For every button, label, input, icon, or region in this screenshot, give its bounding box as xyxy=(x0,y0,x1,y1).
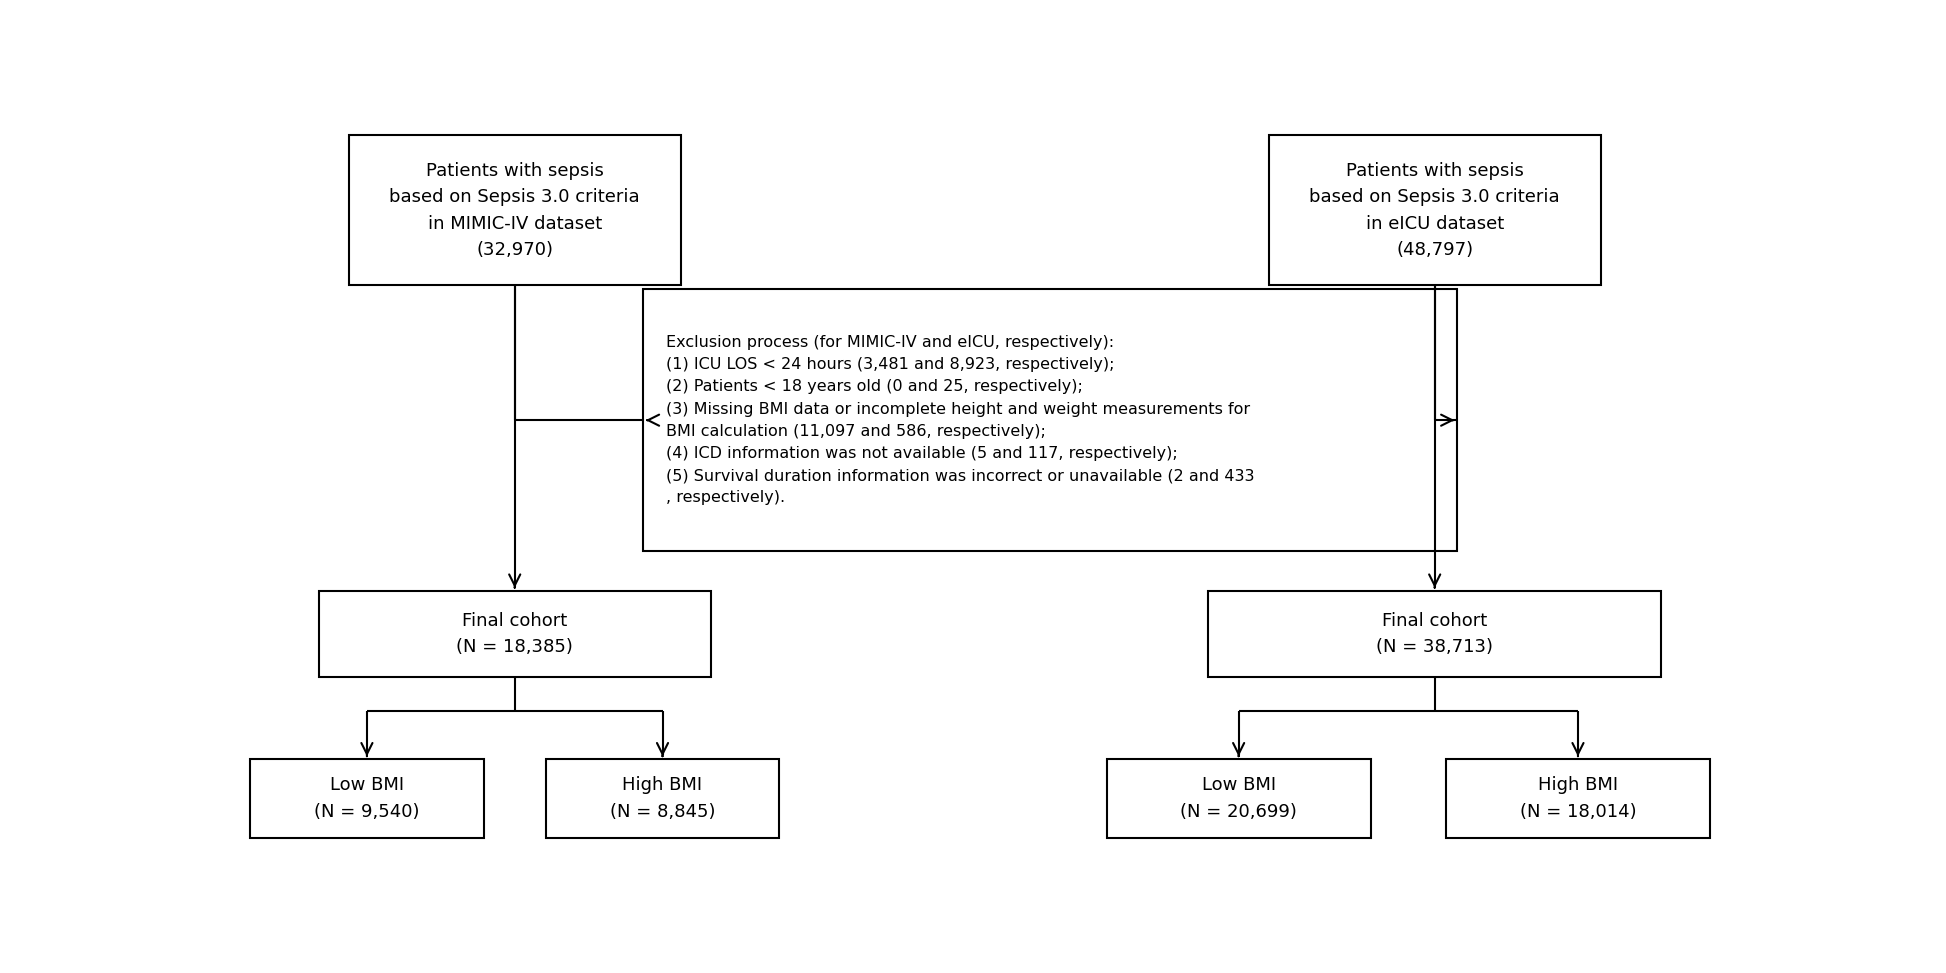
Text: Final cohort
(N = 18,385): Final cohort (N = 18,385) xyxy=(455,611,574,656)
Text: Exclusion process (for MIMIC-IV and eICU, respectively):
(1) ICU LOS < 24 hours : Exclusion process (for MIMIC-IV and eICU… xyxy=(666,335,1253,505)
Bar xyxy=(1208,591,1662,677)
Bar xyxy=(249,759,485,838)
Text: High BMI
(N = 8,845): High BMI (N = 8,845) xyxy=(609,776,716,821)
Text: Final cohort
(N = 38,713): Final cohort (N = 38,713) xyxy=(1376,611,1493,656)
Text: High BMI
(N = 18,014): High BMI (N = 18,014) xyxy=(1520,776,1637,821)
Bar xyxy=(348,135,681,285)
Bar xyxy=(1446,759,1711,838)
Text: Patients with sepsis
based on Sepsis 3.0 criteria
in MIMIC-IV dataset
(32,970): Patients with sepsis based on Sepsis 3.0… xyxy=(389,162,640,259)
Bar xyxy=(545,759,780,838)
Text: Low BMI
(N = 9,540): Low BMI (N = 9,540) xyxy=(313,776,420,821)
Text: Patients with sepsis
based on Sepsis 3.0 criteria
in eICU dataset
(48,797): Patients with sepsis based on Sepsis 3.0… xyxy=(1310,162,1561,259)
Bar xyxy=(642,289,1458,552)
Bar xyxy=(319,591,710,677)
Text: Low BMI
(N = 20,699): Low BMI (N = 20,699) xyxy=(1179,776,1298,821)
Bar xyxy=(1107,759,1370,838)
Bar xyxy=(1269,135,1600,285)
